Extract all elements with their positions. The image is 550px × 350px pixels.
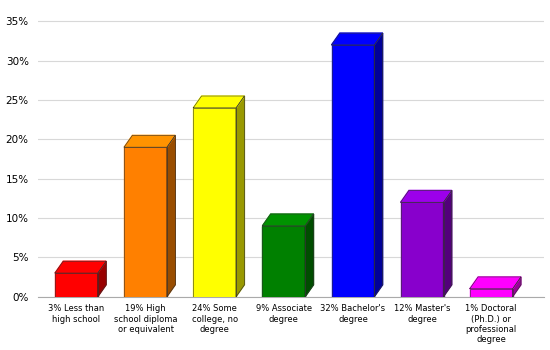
Polygon shape: [98, 261, 106, 296]
Polygon shape: [124, 147, 167, 296]
Polygon shape: [167, 135, 175, 296]
Polygon shape: [400, 190, 452, 202]
Polygon shape: [470, 289, 513, 296]
Polygon shape: [305, 214, 313, 296]
Polygon shape: [124, 135, 175, 147]
Polygon shape: [193, 108, 236, 296]
Polygon shape: [375, 33, 383, 296]
Polygon shape: [443, 190, 452, 296]
Polygon shape: [470, 277, 521, 289]
Polygon shape: [332, 33, 383, 45]
Polygon shape: [513, 277, 521, 296]
Polygon shape: [55, 261, 106, 273]
Polygon shape: [193, 96, 244, 108]
Polygon shape: [400, 202, 443, 296]
Polygon shape: [262, 214, 313, 226]
Polygon shape: [55, 273, 98, 296]
Polygon shape: [236, 96, 244, 296]
Polygon shape: [262, 226, 305, 296]
Polygon shape: [332, 45, 375, 296]
